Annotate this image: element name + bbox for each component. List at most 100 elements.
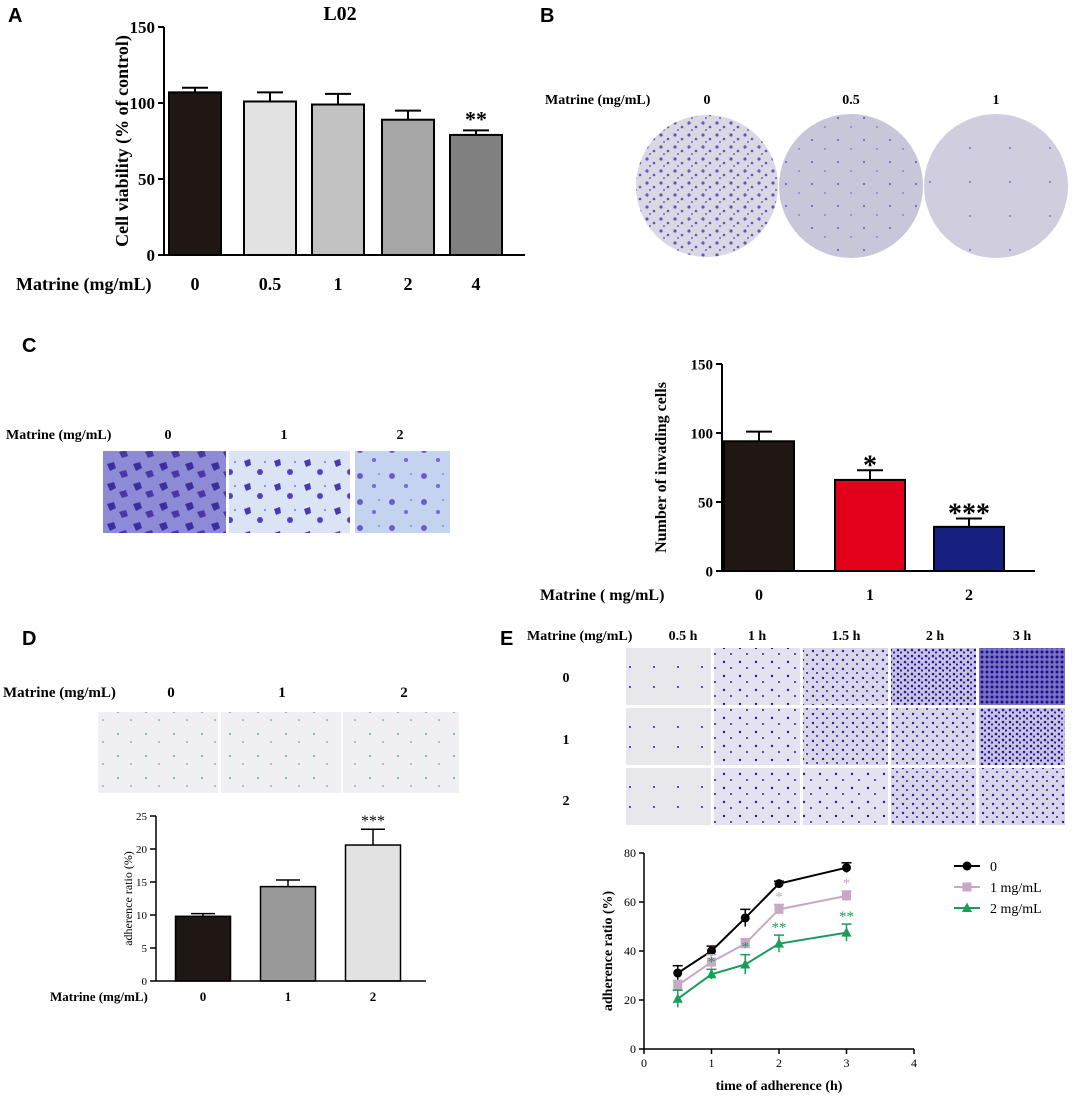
bar-0 [174, 915, 232, 982]
data-point [842, 863, 851, 873]
significance-mark: ** [772, 920, 787, 936]
y-tick-label: 15 [136, 877, 148, 889]
series-1-mg/mL: ** 1 mg/mL [672, 876, 1042, 991]
panel-e-row-2: 2 [563, 794, 570, 809]
y-axis-label: adherence ratio (%) [121, 851, 135, 946]
panel-b-matrine-label: Matrine (mg/mL) [545, 93, 651, 108]
x-tick-label: 0 [641, 1056, 647, 1070]
y-axis-label: Number of invading cells [653, 382, 670, 553]
panel-e-time-05: 0.5 h [669, 629, 698, 644]
data-point [707, 946, 716, 956]
panel-b-dose-1: 1 [993, 93, 1000, 108]
y-tick-label: 5 [142, 943, 148, 955]
chart-e-adherence-time: 0 20 40 60 80 0 1 2 3 4 time of adherence (h) adher… [601, 846, 1042, 1094]
adhesion-e-r2-c1 [714, 768, 800, 825]
adhesion-e-r0-c1 [714, 648, 800, 705]
x-tick-label: 0 [191, 274, 200, 294]
panel-c-dose-1: 1 [281, 428, 288, 443]
panel-e-row-1: 1 [563, 733, 570, 748]
chart-title: L02 [323, 3, 356, 25]
x-tick-label: 2 [965, 587, 973, 604]
panel-b-dose-05: 0.5 [842, 93, 860, 108]
series-line [677, 931, 847, 1000]
adhesion-image-2 [343, 712, 459, 793]
y-tick-label: 0 [630, 1042, 636, 1056]
x-tick-label: 3 [844, 1056, 850, 1070]
adhesion-e-r0-c0 [626, 648, 711, 705]
y-tick-label: 150 [130, 18, 156, 37]
adhesion-e-r2-c4 [979, 768, 1065, 825]
significance-mark: ** [465, 106, 487, 131]
panel-d-adhesion-images: Matrine (mg/mL) 0 1 2 [3, 685, 459, 793]
data-point [774, 904, 784, 914]
invasion-image-2 [355, 451, 450, 533]
significance-mark: *** [361, 813, 385, 830]
legend-marker [962, 882, 972, 892]
y-tick-label: 80 [624, 846, 636, 860]
y-tick-label: 100 [691, 426, 714, 442]
panel-e-time-1: 1 h [748, 629, 767, 644]
panel-label-c: C [22, 335, 36, 357]
y-tick-label: 60 [624, 895, 636, 909]
x-axis-label: Matrine ( mg/mL) [540, 587, 664, 604]
bar-0.5 [243, 100, 297, 257]
significance-mark: ** [839, 909, 854, 925]
data-point [842, 891, 851, 901]
panel-e-row-0: 0 [563, 671, 570, 686]
legend-marker [962, 902, 972, 912]
x-tick-label: 1 [285, 989, 292, 1004]
panel-d-dose-1: 1 [278, 685, 286, 701]
x-tick-label: 1 [709, 1056, 715, 1070]
data-point [673, 980, 683, 990]
significance-mark: * [843, 876, 851, 892]
y-tick-label: 0 [142, 976, 148, 988]
panel-c-dose-2: 2 [397, 428, 404, 443]
adhesion-e-r0-c4 [979, 648, 1065, 705]
panel-d-matrine-label: Matrine (mg/mL) [3, 685, 116, 701]
colony-plate-0-stain [636, 115, 778, 257]
legend-label: 0 [990, 860, 997, 875]
data-point [774, 938, 784, 948]
y-tick-label: 150 [691, 357, 714, 373]
panel-e-adhesion-grid: Matrine (mg/mL) 0.5 h 1 h 1.5 h 2 h 3 h … [527, 629, 1065, 825]
adhesion-e-r0-c3 [891, 648, 976, 705]
series-line [677, 894, 847, 987]
data-point [673, 968, 683, 978]
legend-label: 2 mg/mL [990, 902, 1042, 917]
panel-c-invasion-images: Matrine (mg/mL) 0 1 2 [6, 428, 450, 533]
bar-2 [933, 525, 1005, 573]
data-point [740, 958, 751, 969]
significance-mark: *** [948, 499, 990, 530]
invasion-image-0 [103, 451, 226, 533]
adhesion-e-r1-c2 [803, 708, 888, 765]
x-tick-label: 0.5 [259, 274, 282, 294]
y-axis-label: Cell viability (% of control) [112, 35, 133, 247]
bar-2 [381, 118, 435, 256]
significance-mark: * [863, 450, 877, 481]
x-tick-label: 4 [911, 1056, 917, 1070]
data-point [706, 968, 717, 979]
panel-d-dose-0: 0 [167, 685, 175, 701]
adhesion-e-r1-c0 [626, 708, 711, 765]
data-point [707, 957, 716, 967]
colony-plate-1-stain [924, 114, 1068, 258]
data-point [740, 913, 750, 923]
series-line [677, 866, 847, 974]
bar-1 [311, 103, 365, 256]
panel-b-dose-0: 0 [704, 93, 711, 108]
y-tick-label: 20 [624, 993, 636, 1007]
panel-e-time-2: 2 h [926, 629, 945, 644]
panel-label-b: B [540, 5, 554, 27]
adhesion-e-r1-c4 [979, 708, 1065, 765]
panel-c-matrine-label: Matrine (mg/mL) [6, 428, 112, 443]
panel-e-time-15: 1.5 h [832, 629, 861, 644]
x-tick-label: 2 [370, 989, 377, 1004]
data-point [774, 879, 784, 889]
significance-mark: * [708, 954, 716, 970]
x-tick-label: 0 [200, 989, 207, 1004]
y-tick-label: 0 [147, 246, 156, 265]
adhesion-e-r2-c2 [803, 768, 888, 825]
bar-4 [449, 133, 503, 256]
